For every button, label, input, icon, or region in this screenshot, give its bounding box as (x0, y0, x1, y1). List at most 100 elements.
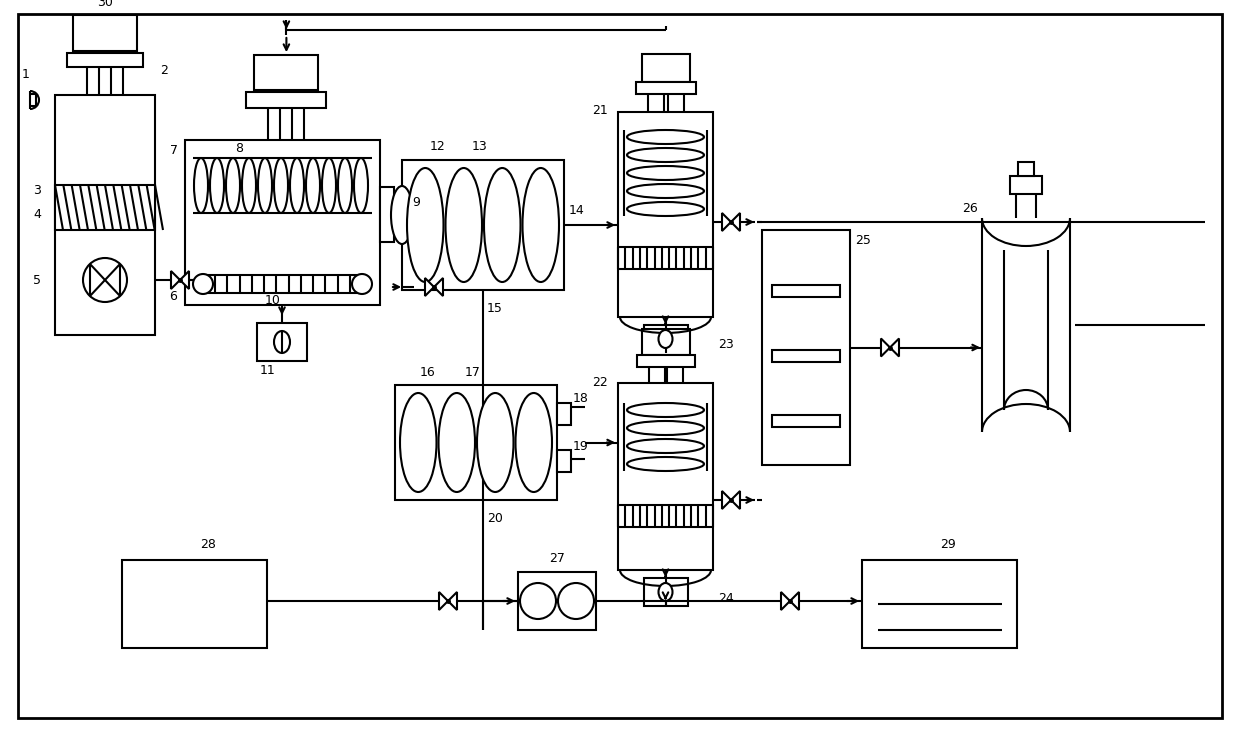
Ellipse shape (516, 393, 552, 492)
Bar (644, 578, 687, 606)
Ellipse shape (627, 184, 704, 198)
Bar (379, 187, 394, 242)
Text: 4: 4 (33, 208, 41, 221)
Bar (862, 560, 1017, 648)
Text: 29: 29 (940, 539, 956, 551)
Text: 12: 12 (430, 140, 445, 154)
Ellipse shape (210, 158, 224, 213)
Ellipse shape (274, 331, 290, 353)
Ellipse shape (445, 168, 482, 282)
Polygon shape (171, 271, 180, 289)
Polygon shape (890, 338, 899, 357)
Bar (773, 350, 839, 362)
Circle shape (352, 274, 372, 294)
Bar (1018, 162, 1034, 176)
Bar (557, 450, 570, 472)
Ellipse shape (339, 158, 352, 213)
Ellipse shape (627, 166, 704, 180)
Ellipse shape (258, 158, 272, 213)
Bar (644, 325, 687, 353)
Text: 21: 21 (591, 104, 608, 116)
Text: 8: 8 (236, 142, 243, 154)
Circle shape (193, 274, 213, 294)
Bar (636, 355, 694, 367)
Bar (254, 55, 319, 90)
Text: 19: 19 (573, 441, 589, 453)
Text: 15: 15 (487, 301, 503, 314)
Bar (763, 230, 849, 465)
Text: 17: 17 (465, 366, 481, 379)
Ellipse shape (401, 393, 436, 492)
Polygon shape (880, 338, 890, 357)
Ellipse shape (407, 168, 444, 282)
Ellipse shape (439, 393, 475, 492)
Text: 18: 18 (573, 393, 589, 406)
Text: 5: 5 (33, 273, 41, 287)
Text: 25: 25 (856, 233, 870, 246)
Bar (641, 54, 689, 82)
Text: 1: 1 (22, 69, 30, 81)
Text: 6: 6 (169, 289, 177, 303)
Ellipse shape (306, 158, 320, 213)
Bar (1011, 176, 1042, 194)
Ellipse shape (658, 330, 672, 348)
Ellipse shape (627, 202, 704, 216)
Polygon shape (434, 278, 443, 296)
Ellipse shape (522, 168, 559, 282)
Text: 10: 10 (265, 294, 281, 306)
Ellipse shape (627, 439, 704, 453)
Polygon shape (439, 592, 448, 610)
Polygon shape (790, 592, 799, 610)
Text: 14: 14 (569, 205, 585, 218)
Text: 24: 24 (718, 591, 734, 605)
Polygon shape (448, 592, 458, 610)
Text: 26: 26 (962, 202, 978, 214)
Bar (55, 95, 155, 335)
Polygon shape (91, 264, 105, 296)
Ellipse shape (290, 158, 304, 213)
Polygon shape (722, 491, 732, 509)
Ellipse shape (477, 393, 513, 492)
Ellipse shape (484, 168, 521, 282)
Bar (185, 140, 379, 305)
Circle shape (83, 258, 126, 302)
Ellipse shape (627, 457, 704, 471)
Text: 3: 3 (33, 183, 41, 197)
Ellipse shape (274, 158, 288, 213)
Text: 22: 22 (591, 376, 608, 390)
Ellipse shape (391, 186, 413, 244)
Bar (247, 92, 326, 108)
Ellipse shape (627, 403, 704, 417)
Text: 9: 9 (412, 195, 420, 208)
Bar (518, 572, 596, 630)
Bar (557, 403, 570, 425)
Polygon shape (425, 278, 434, 296)
Polygon shape (732, 491, 740, 509)
Text: 27: 27 (549, 551, 565, 564)
Bar (773, 285, 839, 297)
Polygon shape (732, 213, 740, 231)
Bar (402, 160, 564, 290)
Text: 13: 13 (472, 140, 487, 154)
Text: 20: 20 (487, 512, 503, 525)
Bar (73, 15, 136, 51)
Bar (618, 112, 713, 317)
Text: 28: 28 (200, 539, 216, 551)
Ellipse shape (627, 130, 704, 144)
Bar (67, 53, 143, 67)
Ellipse shape (627, 421, 704, 435)
Text: 11: 11 (260, 363, 275, 376)
Ellipse shape (242, 158, 255, 213)
Polygon shape (105, 264, 120, 296)
Polygon shape (180, 271, 188, 289)
Circle shape (558, 583, 594, 619)
Polygon shape (781, 592, 790, 610)
Bar (773, 415, 839, 427)
Ellipse shape (193, 158, 208, 213)
Bar (618, 383, 713, 570)
Bar (635, 82, 696, 94)
Bar (396, 385, 557, 500)
Bar (641, 329, 689, 355)
Text: 2: 2 (160, 64, 167, 77)
Circle shape (520, 583, 556, 619)
